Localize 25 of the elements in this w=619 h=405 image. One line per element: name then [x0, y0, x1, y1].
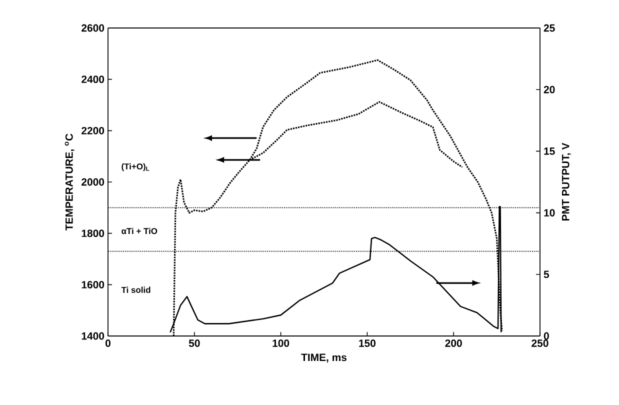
- x-axis-title: TIME, ms: [301, 354, 347, 363]
- y2-tick-label: 20: [544, 86, 555, 94]
- x-tick-label: 100: [272, 340, 290, 347]
- y-tick-label: 1400: [82, 332, 104, 340]
- annotation: Ti solid: [121, 286, 150, 293]
- y2-tick-label: 0: [544, 332, 549, 340]
- annotation: αTi + TiO: [122, 228, 158, 234]
- y-tick-label: 2000: [82, 178, 104, 186]
- x-tick-label: 200: [445, 340, 462, 347]
- y-tick-label: 1600: [82, 280, 104, 288]
- y-tick-label: 1800: [82, 230, 104, 238]
- y-tick-label: 2400: [82, 76, 104, 84]
- y-axis-title: TEMPERATURE, $^{o}$C: [64, 134, 74, 230]
- x-tick-label: 50: [188, 340, 200, 347]
- y2-tick-label: 5: [544, 270, 550, 278]
- y2-tick-label: 10: [544, 209, 555, 217]
- x-tick-label: 0: [106, 340, 110, 347]
- x-tick-label: 250: [532, 340, 548, 347]
- annotation: (Ti+O)$_{L}$: [122, 163, 150, 172]
- y2-tick-label: 15: [544, 148, 555, 155]
- y-tick-label: 2200: [82, 126, 104, 134]
- y2-axis-title: PMT PUTPUT, V: [562, 142, 571, 221]
- y2-tick-label: 25: [544, 24, 555, 32]
- x-tick-label: 150: [359, 340, 376, 347]
- y-tick-label: 2600: [82, 24, 104, 32]
